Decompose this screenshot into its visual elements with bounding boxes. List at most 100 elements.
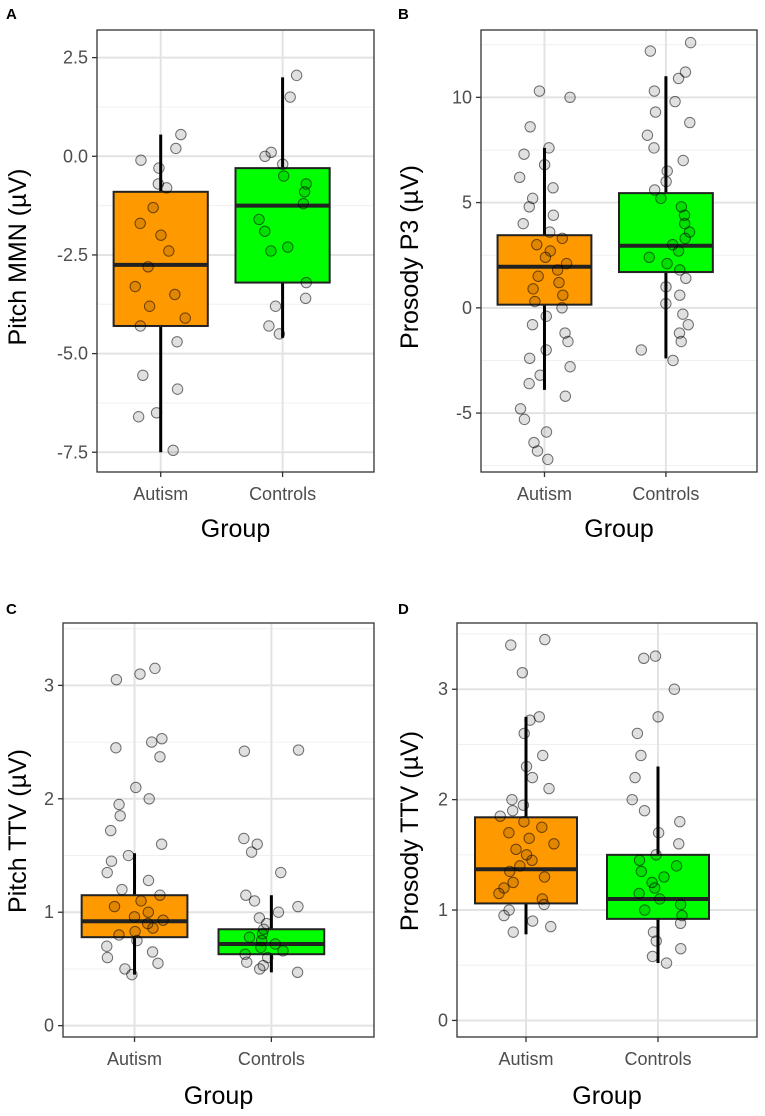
panel-letter: D — [398, 601, 409, 618]
x-axis-title: Group — [201, 515, 270, 543]
data-point — [683, 226, 696, 238]
data-point — [543, 226, 556, 238]
data-point — [137, 369, 149, 382]
box-autism — [80, 894, 189, 939]
y-tick-label: -2.5 — [57, 245, 88, 265]
data-point — [666, 238, 679, 251]
data-point — [660, 281, 672, 293]
data-point — [540, 310, 552, 322]
data-point — [273, 328, 286, 340]
data-point — [635, 344, 648, 356]
data-point — [251, 838, 263, 850]
data-point — [524, 121, 536, 133]
data-point — [660, 297, 672, 310]
data-point — [238, 832, 250, 845]
data-point — [129, 925, 141, 938]
data-point — [259, 225, 271, 237]
data-point — [660, 957, 673, 969]
data-point — [675, 201, 688, 213]
data-point — [532, 270, 544, 282]
data-point — [297, 197, 310, 210]
data-point — [678, 217, 691, 230]
data-point — [262, 951, 274, 964]
x-tick-label: Autism — [498, 1049, 553, 1069]
data-point — [253, 912, 266, 924]
data-point — [544, 245, 556, 257]
data-point — [523, 201, 535, 213]
y-tick-label: 2.5 — [63, 48, 88, 68]
data-point — [290, 69, 303, 82]
data-point — [134, 668, 146, 680]
data-point — [505, 639, 517, 651]
data-point — [256, 928, 269, 940]
data-point — [536, 893, 549, 905]
data-point — [660, 175, 672, 188]
data-point — [678, 209, 691, 221]
data-point — [101, 866, 113, 879]
x-axis-title: Group — [584, 515, 653, 543]
data-point — [648, 85, 661, 97]
y-tick-label: 10 — [452, 87, 472, 107]
data-point — [253, 213, 265, 226]
data-point — [537, 749, 549, 762]
panel-letter: B — [398, 6, 409, 23]
data-point — [152, 178, 165, 190]
data-point — [517, 799, 530, 811]
data-point — [526, 318, 539, 331]
data-point — [142, 261, 154, 273]
y-tick-label: -5.0 — [57, 344, 88, 364]
data-point — [157, 914, 169, 926]
data-point — [643, 251, 655, 264]
data-point — [520, 849, 533, 861]
panel-a: 2.5 0.0 -2.5 -5.0 -7.5 Autism Controls Group Pit… — [4, 6, 375, 543]
panel-d: 3 2 1 0 Autism Controls Group Prosody TTV (µV) D — [396, 601, 758, 1110]
data-point — [564, 361, 576, 373]
y-axis-title: Prosody P3 (µV) — [396, 165, 424, 349]
data-point — [299, 292, 312, 305]
data-point — [648, 142, 660, 154]
data-point — [526, 192, 539, 205]
y-tick-label: 0 — [438, 1010, 448, 1030]
data-point — [132, 411, 145, 423]
data-point — [646, 950, 659, 963]
data-point — [518, 727, 530, 740]
data-point — [528, 436, 540, 449]
data-point — [129, 280, 141, 293]
plot-frame — [456, 622, 758, 1038]
data-point — [272, 906, 285, 918]
data-point — [245, 846, 258, 858]
data-point — [113, 798, 125, 811]
y-tick-label: 1 — [438, 900, 448, 920]
data-point — [677, 154, 689, 167]
x-tick-label: Controls — [632, 484, 699, 504]
data-point — [104, 824, 117, 837]
data-point — [175, 128, 187, 141]
data-point — [169, 288, 181, 301]
data-point — [559, 390, 572, 402]
plot-frame — [62, 622, 375, 1038]
y-tick-label: -5 — [456, 403, 472, 423]
data-point — [513, 171, 526, 184]
panel-b: 10 5 0 -5 Autism Controls Group Prosody P3 (µV)… — [396, 6, 758, 543]
x-tick-label: Autism — [517, 484, 572, 504]
data-point — [506, 793, 518, 806]
data-point — [142, 917, 154, 930]
data-point — [556, 302, 568, 314]
data-point — [540, 426, 553, 438]
data-point — [547, 209, 560, 221]
data-point — [507, 876, 519, 889]
box-controls — [234, 167, 331, 284]
data-point — [494, 810, 506, 822]
data-point — [658, 871, 670, 883]
x-tick-label: Controls — [238, 1049, 305, 1069]
data-point — [143, 793, 155, 805]
data-point — [130, 781, 142, 794]
data-point — [150, 407, 163, 419]
data-point — [518, 148, 530, 160]
data-point — [269, 938, 281, 950]
box-autism — [112, 190, 209, 327]
plot-frame — [480, 29, 758, 473]
data-point — [113, 929, 125, 941]
data-point — [263, 320, 275, 332]
data-point — [135, 895, 147, 907]
